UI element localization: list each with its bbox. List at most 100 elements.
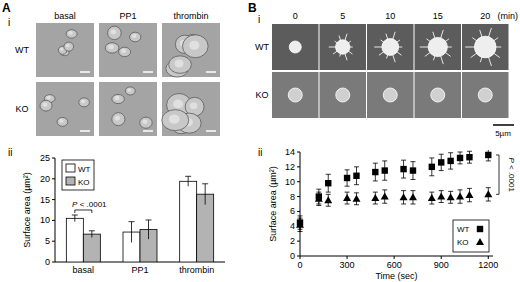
unit-label: (min): [498, 11, 519, 21]
scale-bar-label: 5µm: [495, 129, 511, 138]
error-cap: [439, 190, 444, 191]
error-cap: [429, 192, 434, 193]
p-value: P < .0001: [507, 157, 516, 192]
cell-highlight: [66, 44, 70, 47]
cell-highlight: [173, 100, 183, 109]
error-cap: [89, 230, 95, 231]
error-cap: [448, 169, 453, 170]
y-tick-label: 0: [290, 251, 295, 261]
point: [382, 167, 388, 173]
y-tick: [297, 166, 300, 167]
error-bar: [486, 150, 491, 161]
scale-bar: [143, 71, 153, 73]
error-bar: [467, 151, 472, 163]
micrograph: [272, 24, 319, 70]
significance-bracket: [496, 155, 499, 194]
error-cap: [345, 204, 350, 205]
error-cap: [354, 184, 359, 185]
point: [447, 193, 455, 200]
point: [428, 194, 436, 201]
point: [447, 158, 453, 164]
point: [400, 166, 406, 172]
error-bar: [72, 215, 78, 222]
cell: [336, 88, 350, 102]
micrograph: [462, 72, 509, 118]
error-cap: [429, 157, 434, 158]
error-cap: [298, 231, 303, 232]
error-cap: [401, 204, 406, 205]
error-cap: [458, 189, 463, 190]
cell-highlight: [142, 120, 147, 124]
points: [296, 150, 492, 231]
scale-bar: [80, 71, 90, 73]
legend-box: [453, 220, 489, 252]
row-label: WT: [255, 42, 269, 52]
y-tick-label: 6: [290, 206, 295, 216]
y-axis: [300, 152, 301, 256]
error-cap: [382, 180, 387, 181]
cell: [183, 35, 209, 58]
error-cap: [316, 192, 321, 193]
scale-bar: [493, 124, 514, 126]
legend-swatch: [66, 164, 75, 172]
cell: [162, 110, 189, 131]
cell-highlight: [59, 119, 63, 123]
scale-bar: [80, 130, 90, 132]
bar: [66, 218, 83, 262]
significance-bracket: [75, 210, 92, 213]
point: [457, 155, 463, 161]
bar: [180, 181, 197, 262]
cell: [112, 94, 124, 103]
column-label: basal: [54, 11, 76, 21]
error-cap: [345, 169, 350, 170]
row-label: WT: [15, 45, 29, 55]
y-tick-label: 25: [40, 153, 50, 163]
legend: WTKO: [62, 160, 94, 190]
y-tick: [297, 211, 300, 212]
cell-highlight: [43, 103, 48, 107]
point: [353, 173, 359, 179]
y-axis-title: Surface area (µm²): [22, 172, 32, 248]
error-cap: [373, 204, 378, 205]
cell: [169, 56, 192, 74]
y-tick-label: 15: [40, 195, 50, 205]
error-cap: [486, 201, 491, 202]
error-bar: [401, 160, 406, 178]
cell: [382, 39, 399, 56]
cell-highlight: [115, 116, 120, 121]
micrograph: [272, 72, 319, 118]
error-cap: [467, 188, 472, 189]
error-bar: [429, 158, 434, 176]
cell: [105, 43, 119, 53]
error-bar: [345, 170, 350, 186]
point: [315, 195, 323, 202]
error-cap: [373, 192, 378, 193]
column-label: 20: [480, 11, 490, 21]
error-cap: [146, 219, 152, 220]
point: [429, 164, 435, 170]
cell-highlight: [189, 41, 199, 50]
micrograph: [99, 82, 157, 136]
cell: [40, 100, 52, 111]
cell: [289, 41, 301, 53]
micrograph: [162, 82, 220, 136]
error-cap: [401, 160, 406, 161]
error-bar: [382, 161, 387, 180]
cell: [57, 117, 68, 126]
x-tick: [394, 256, 395, 259]
y-tick-label: 10: [40, 215, 50, 225]
error-cap: [326, 174, 331, 175]
error-cap: [316, 205, 321, 206]
subpanel-label: i: [8, 17, 10, 28]
cell: [108, 26, 122, 40]
error-cap: [448, 203, 453, 204]
cell: [140, 117, 152, 128]
legend: WTKO: [453, 220, 489, 252]
cell-highlight: [169, 114, 180, 123]
y-tick: [52, 178, 55, 179]
y-tick-label: 2: [290, 236, 295, 246]
point: [296, 221, 304, 228]
micrograph: [415, 24, 462, 70]
x-tick-label: 600: [387, 260, 402, 270]
cell: [336, 40, 350, 54]
